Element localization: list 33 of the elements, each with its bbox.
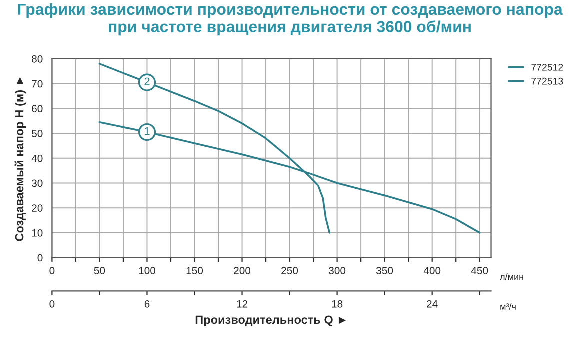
x-tick-label: 250: [282, 267, 298, 274]
x2-tick-label: 0: [50, 300, 55, 308]
x-tick-label: 200: [234, 267, 251, 274]
y-tick-label: 50: [32, 130, 43, 138]
y-tick-label: 30: [32, 180, 43, 188]
y-tick-label: 20: [32, 204, 43, 212]
x-tick-label: 100: [139, 267, 156, 274]
y-tick-label: 10: [32, 229, 43, 237]
x2-tick-label: 18: [332, 300, 343, 308]
y-tick-label: 70: [32, 80, 43, 88]
annotation: 2: [144, 78, 150, 86]
y-tick-label: 40: [32, 154, 43, 162]
legend-label: 772512: [532, 64, 564, 71]
x-tick-label: 300: [329, 267, 346, 274]
x2-tick-label: 24: [427, 300, 438, 308]
chart-title: Графики зависимости производительности от создаваемого напора при частоте вращения двигателя 3600 об/мин: [18, 3, 563, 36]
y-axis-title: Создаваемый напор H (м) ►: [14, 77, 26, 242]
y-tick-label: 0: [38, 254, 43, 262]
x-tick-label: 400: [424, 267, 441, 274]
x-tick-label: 150: [186, 267, 204, 274]
annotation: 1: [144, 128, 150, 136]
text: л/мин: [500, 273, 524, 280]
x-tick-label: 350: [376, 267, 394, 274]
y-tick-label: 80: [32, 55, 43, 63]
x2-tick-label: 12: [237, 300, 248, 308]
x-tick-label: 0: [50, 267, 55, 274]
x2-tick-label: 6: [144, 300, 150, 308]
text: м³/ч: [500, 303, 516, 310]
y-tick-label: 60: [32, 105, 43, 113]
legend-label: 772513: [532, 78, 564, 85]
x-tick-label: 50: [94, 267, 106, 274]
x-tick-label: 450: [471, 267, 488, 274]
x-axis-title: Производительность Q ►: [196, 316, 346, 326]
